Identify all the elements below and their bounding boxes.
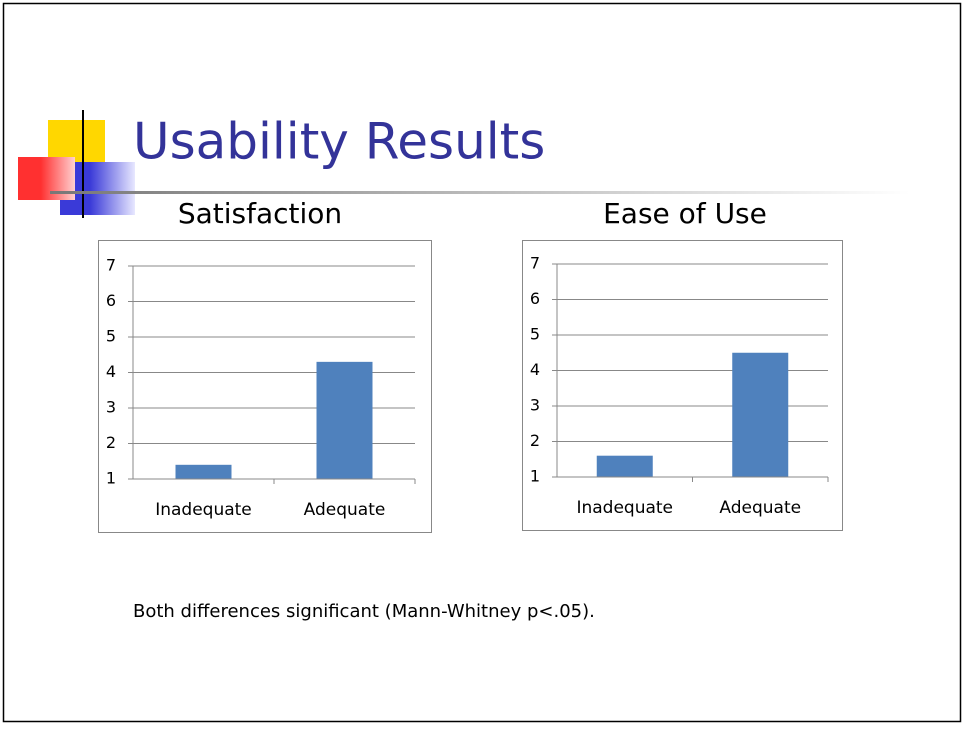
- chart-frame: [522, 240, 843, 531]
- chart-frame: [98, 240, 432, 533]
- y-tick-label: 4: [530, 360, 540, 379]
- bar: [175, 464, 232, 479]
- y-tick-label: 7: [106, 256, 116, 275]
- x-tick-label: Inadequate: [576, 498, 673, 518]
- bar: [316, 361, 373, 479]
- y-tick-label: 1: [106, 469, 116, 488]
- slide-title: Usability Results: [133, 113, 545, 171]
- y-tick-label: 6: [530, 289, 540, 308]
- y-tick-label: 5: [530, 325, 540, 344]
- y-tick-label: 6: [106, 291, 116, 310]
- bar: [596, 455, 653, 477]
- y-tick-label: 2: [106, 433, 116, 452]
- y-tick-label: 1: [530, 467, 540, 486]
- y-tick-label: 4: [106, 362, 116, 381]
- chart-title: Ease of Use: [603, 197, 767, 230]
- y-tick-label: 3: [530, 396, 540, 415]
- x-tick-label: Inadequate: [155, 500, 252, 520]
- title-rule: [50, 191, 910, 194]
- chart-title: Satisfaction: [178, 197, 342, 230]
- y-tick-label: 7: [530, 254, 540, 273]
- y-tick-label: 2: [530, 431, 540, 450]
- y-tick-label: 3: [106, 398, 116, 417]
- bar: [732, 352, 789, 477]
- y-tick-label: 5: [106, 327, 116, 346]
- x-tick-label: Adequate: [719, 498, 801, 518]
- slide-note: Both differences significant (Mann-Whitn…: [133, 601, 595, 622]
- x-tick-label: Adequate: [304, 500, 386, 520]
